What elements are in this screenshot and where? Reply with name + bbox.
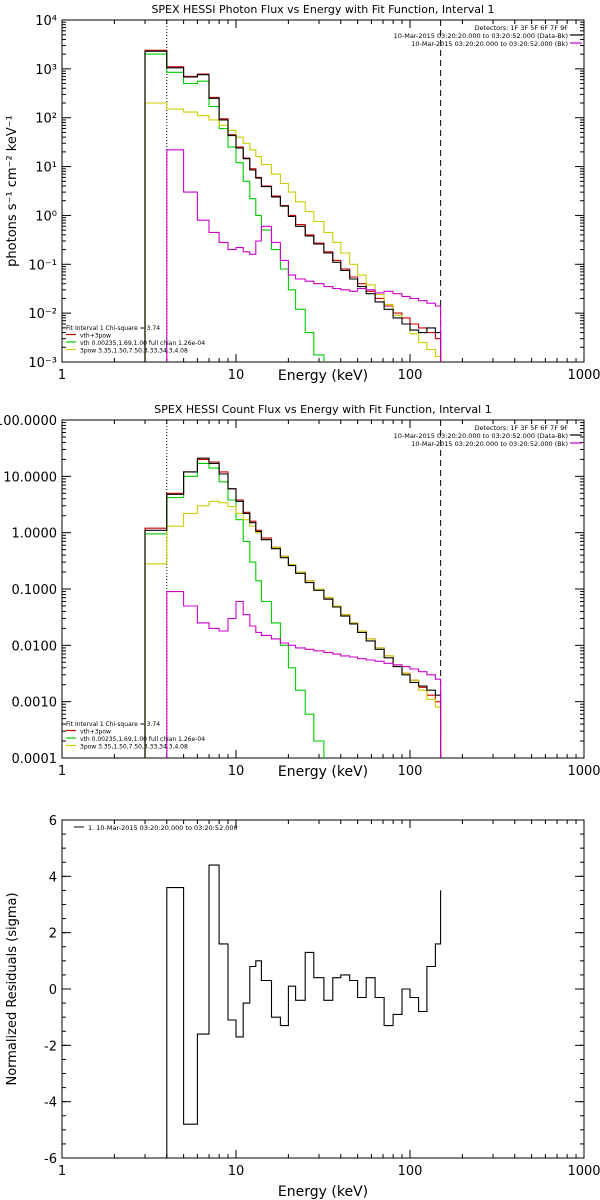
series-vth xyxy=(144,53,325,362)
x-tick-label: 100 xyxy=(398,764,423,779)
series-group xyxy=(166,864,442,1158)
plot-frame xyxy=(61,819,585,1159)
y-tick-label: 0.0001 xyxy=(12,752,58,767)
y-axis-label: photons s⁻¹ cm⁻² keV⁻¹ xyxy=(5,115,20,267)
plot-frame xyxy=(61,19,585,363)
legend-entry: 10-Mar-2015 03:20:20.000 to 03:20:52.000… xyxy=(394,432,568,440)
series-group xyxy=(144,457,442,758)
y-tick-label: 6 xyxy=(49,814,57,829)
y-tick-label: 10⁰ xyxy=(35,209,57,224)
series-group xyxy=(144,49,442,362)
y-axis: -6 -4 -2 0 2 4 6 xyxy=(44,814,584,1167)
y-tick-label: 10⁴ xyxy=(35,14,57,29)
x-tick-label: 10 xyxy=(228,764,245,779)
y-tick-label: 100.0000 xyxy=(0,414,57,429)
legend-entry: 10-Mar-2015 03:20:20.000 to 03:20:52.000… xyxy=(394,32,568,40)
x-tick-label: 100 xyxy=(398,1164,423,1179)
y-tick-label: 10.0000 xyxy=(3,470,57,485)
y-tick-label: -6 xyxy=(44,1152,57,1167)
y-tick-label: -4 xyxy=(44,1096,57,1111)
series-bk xyxy=(166,149,442,362)
legend-bottom: Fit Interval 1 Chi-square = 3.74vth+3pow… xyxy=(66,721,205,751)
y-tick-label: 0.0100 xyxy=(12,639,58,654)
legend-entry: vth 0.00235,1.69,1.00 full chian 1.26e-0… xyxy=(80,340,205,347)
chart-panel-1: SPEX HESSI Photon Flux vs Energy with Fi… xyxy=(5,3,600,384)
legend-top: 1. 10-Mar-2015 03:20:20.000 to 03:20:52.… xyxy=(74,824,238,832)
series-vth-3pow xyxy=(144,49,442,362)
legend-entry: 3pow 3.35,1.50,7.50,3.33,34.3,4.08 xyxy=(80,348,188,355)
x-tick-label: 1 xyxy=(58,368,66,383)
x-tick-label: 10 xyxy=(228,1164,245,1179)
series-vth-3pow xyxy=(144,458,442,758)
series-vth xyxy=(144,462,325,758)
x-tick-label: 1 xyxy=(58,1164,66,1179)
legend-bottom: Fit Interval 1 Chi-square = 3.74vth+3pow… xyxy=(66,325,205,355)
y-tick-label: 0.1000 xyxy=(12,583,58,598)
x-axis-label: Energy (keV) xyxy=(278,1184,368,1200)
x-axis: 1 10 100 1000 xyxy=(58,420,600,779)
chart-title: SPEX HESSI Count Flux vs Energy with Fit… xyxy=(154,403,491,416)
y-tick-label: 10⁻² xyxy=(28,307,57,322)
series-data-bk xyxy=(144,457,442,758)
x-axis: 1 10 100 1000 xyxy=(58,20,600,383)
legend-entry: 1. 10-Mar-2015 03:20:20.000 to 03:20:52.… xyxy=(88,824,238,832)
x-tick-label: 10 xyxy=(228,368,245,383)
y-tick-label: 1.0000 xyxy=(12,527,58,542)
series-data-bk xyxy=(144,50,442,362)
legend-entry: vth 0.00235,1.69,1.00 full chian 1.26e-0… xyxy=(80,736,205,743)
x-axis: 1 10 100 1000 xyxy=(58,820,600,1179)
y-tick-label: 10⁻¹ xyxy=(28,258,57,273)
legend-entry: 10-Mar-2015 03:20:20.000 to 03:20:52.000… xyxy=(411,440,568,448)
x-tick-label: 1000 xyxy=(567,1164,600,1179)
series-3pow xyxy=(144,500,442,758)
x-axis-label: Energy (keV) xyxy=(278,764,368,780)
y-tick-label: 0 xyxy=(49,983,57,998)
y-axis: 0.0001 0.0010 0.0100 0.1000 1.0000 10.0000 100… xyxy=(0,414,584,767)
legend-entry: Detectors: 1F 3F 5F 6F 7F 9F xyxy=(474,24,568,32)
x-tick-label: 1000 xyxy=(567,368,600,383)
y-tick-label: 10² xyxy=(35,112,57,127)
chart-panel-3: 1 10 100 1000 Energy (keV) -6 -4 -2 0 2 4 6 Normaliz… xyxy=(5,814,600,1200)
legend-entry: Fit Interval 1 Chi-square = 3.74 xyxy=(66,721,160,728)
y-tick-label: 4 xyxy=(49,870,57,885)
x-axis-label: Energy (keV) xyxy=(278,368,368,384)
x-tick-label: 1 xyxy=(58,764,66,779)
x-tick-label: 100 xyxy=(398,368,423,383)
legend-entry: Fit Interval 1 Chi-square = 3.74 xyxy=(66,325,160,332)
y-tick-label: 10¹ xyxy=(35,161,57,176)
legend-entry: vth+3pow xyxy=(80,333,111,340)
y-tick-label: 0.0010 xyxy=(12,696,58,711)
y-tick-label: 2 xyxy=(49,927,57,942)
legend-top: Detectors: 1F 3F 5F 6F 7F 9F10-Mar-2015 … xyxy=(394,424,582,448)
chart-panel-2: SPEX HESSI Count Flux vs Energy with Fit… xyxy=(0,403,600,780)
legend-entry: vth+3pow xyxy=(80,729,111,736)
chart-title: SPEX HESSI Photon Flux vs Energy with Fi… xyxy=(151,3,494,16)
y-axis-label: Normalized Residuals (sigma) xyxy=(5,892,20,1085)
legend-top: Detectors: 1F 3F 5F 6F 7F 9F10-Mar-2015 … xyxy=(394,24,582,48)
legend-entry: Detectors: 1F 3F 5F 6F 7F 9F xyxy=(474,424,568,432)
y-tick-label: -2 xyxy=(44,1039,57,1054)
y-tick-label: 10³ xyxy=(35,63,57,78)
series-1-10-mar-2015-03-20-20-000-to-03-20-52-000 xyxy=(166,864,442,1158)
y-axis: 10⁻³ 10⁻² 10⁻¹ 10⁰ 10¹ 10² 10³ 10⁴ xyxy=(28,14,584,371)
legend-entry: 10-Mar-2015 03:20:20.000 to 03:20:52.000… xyxy=(411,40,568,48)
y-tick-label: 10⁻³ xyxy=(28,356,57,371)
legend-entry: 3pow 3.35,1.50,7.50,3.33,34.3,4.08 xyxy=(80,744,188,751)
x-tick-label: 1000 xyxy=(567,764,600,779)
series-3pow xyxy=(144,102,442,362)
series-bk xyxy=(166,591,442,758)
